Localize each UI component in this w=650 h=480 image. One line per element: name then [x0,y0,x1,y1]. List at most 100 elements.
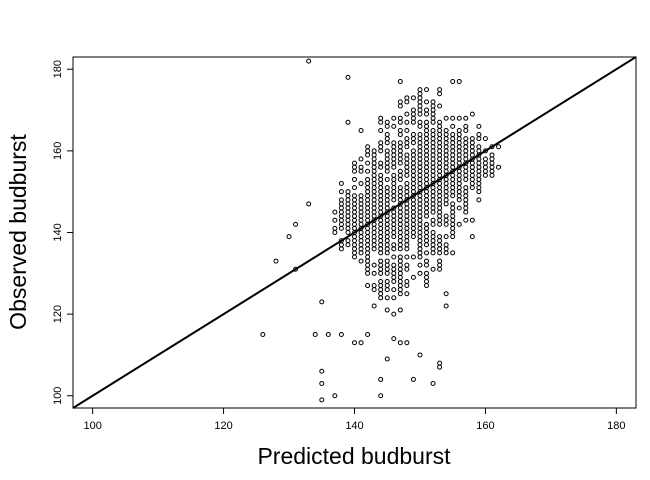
data-point [417,123,423,129]
data-point [384,221,390,227]
data-point [437,213,443,219]
data-point [404,168,410,174]
data-point [443,140,449,146]
data-point [365,209,371,215]
data-point [417,242,423,248]
data-point [397,254,403,260]
data-point [417,172,423,178]
data-point [443,291,449,297]
data-point [378,119,384,125]
data-point [450,152,456,158]
data-point [358,205,364,211]
data-point [450,123,456,129]
data-point [437,181,443,187]
data-point [456,78,462,84]
data-point [371,176,377,182]
data-point [456,189,462,195]
data-point [345,242,351,248]
data-point [397,217,403,223]
data-point [463,185,469,191]
data-point [417,87,423,93]
data-point [489,144,495,150]
data-point [371,189,377,195]
data-point [410,156,416,162]
data-point [365,185,371,191]
data-point [391,217,397,223]
data-point [430,381,436,387]
data-point [469,164,475,170]
data-point [371,221,377,227]
data-point [384,242,390,248]
data-point [384,136,390,142]
data-point [437,262,443,268]
data-point [476,156,482,162]
data-point [378,246,384,252]
data-point [443,213,449,219]
data-point [397,234,403,240]
data-point [430,172,436,178]
data-point [404,140,410,146]
data-point [378,140,384,146]
data-point [397,205,403,211]
data-point [358,213,364,219]
data-point [384,356,390,362]
data-point [410,230,416,235]
data-point [456,193,462,199]
data-point [384,217,390,223]
data-point [463,176,469,182]
data-point [345,205,351,211]
data-point [378,201,384,207]
data-point [391,164,397,170]
data-point [345,213,351,219]
data-point [378,283,384,289]
data-point [391,234,397,240]
data-point [338,209,344,215]
data-point [437,197,443,203]
data-point [410,197,416,203]
data-point [345,221,351,227]
data-point [371,160,377,166]
data-point [443,115,449,121]
data-point [437,119,443,125]
data-point [391,311,397,317]
data-point [456,148,462,154]
data-point [424,278,430,284]
data-point [496,144,502,150]
data-point [430,234,436,240]
data-point [338,201,344,207]
data-point [319,368,325,374]
data-point [424,140,430,146]
data-point [397,132,403,138]
data-point [469,217,475,223]
data-point [358,221,364,227]
data-point [437,132,443,138]
data-point [358,197,364,203]
data-point [476,176,482,182]
data-point [417,111,423,117]
data-point [371,270,377,276]
data-point [338,238,344,244]
data-point [404,205,410,211]
data-point [332,209,338,215]
data-point [378,115,384,121]
data-point [384,287,390,293]
data-point [443,246,449,252]
data-point [476,197,482,203]
data-point [437,205,443,211]
data-point [450,205,456,211]
data-point [384,164,390,170]
x-axis-title: Predicted budburst [257,443,451,469]
data-point [476,164,482,170]
data-point [312,332,318,338]
data-point [384,307,390,313]
data-point [417,176,423,182]
data-point [358,168,364,174]
data-point [378,242,384,248]
data-point [456,115,462,121]
data-point [443,217,449,223]
data-point [437,136,443,142]
data-point [397,156,403,162]
data-point [482,172,488,178]
data-point [365,152,371,158]
data-point [384,148,390,154]
